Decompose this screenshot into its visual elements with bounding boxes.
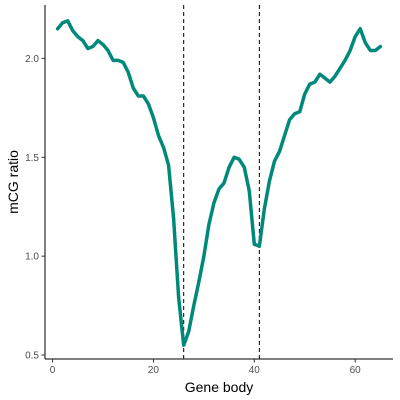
x-axis-title: Gene body (185, 379, 254, 395)
x-tick-label: 20 (148, 365, 160, 376)
y-tick-label: 1.0 (25, 252, 39, 263)
x-tick-label: 0 (50, 365, 56, 376)
x-tick-label: 40 (249, 365, 261, 376)
y-tick-label: 0.5 (25, 351, 39, 362)
y-tick-label: 2.0 (25, 54, 39, 65)
series-group (55, 19, 383, 347)
y-axis-title: mCG ratio (5, 150, 21, 214)
y-axis: 0.5 1.0 1.5 2.0 (25, 5, 46, 362)
y-tick-label: 1.5 (25, 153, 39, 164)
series-line (55, 19, 383, 347)
reference-lines (183, 5, 260, 359)
x-tick-label: 60 (350, 365, 362, 376)
x-axis: 0 20 40 60 (45, 358, 393, 376)
